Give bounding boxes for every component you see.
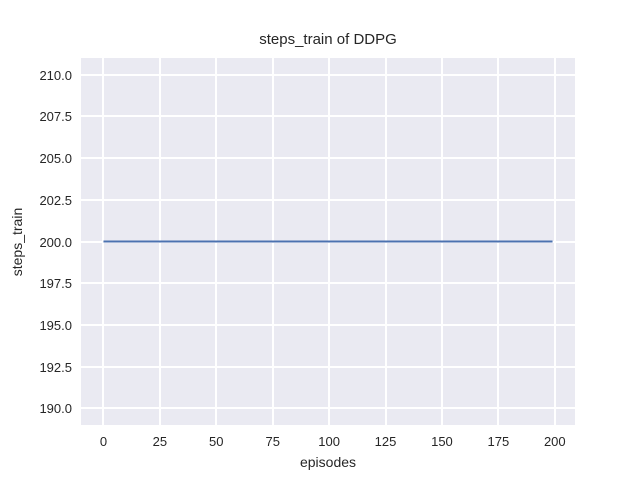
gridline-horizontal — [81, 407, 575, 410]
x-tick-label: 0 — [99, 434, 108, 449]
y-tick-label: 197.5 — [39, 276, 72, 292]
y-tick-label: 210.0 — [39, 67, 72, 83]
x-tick-label: 75 — [265, 434, 280, 449]
x-tick-label: 100 — [318, 434, 340, 449]
y-tick-label: 192.5 — [39, 359, 72, 375]
plot-area — [81, 58, 575, 425]
gridline-horizontal — [81, 365, 575, 368]
x-tick-label: 25 — [152, 434, 168, 449]
y-tick-label: 190.0 — [39, 401, 72, 417]
y-tick-label: 205.0 — [39, 151, 72, 167]
gridline-horizontal — [81, 157, 575, 160]
x-tick-label: 50 — [209, 434, 224, 449]
y-tick-label: 200.0 — [39, 234, 72, 250]
y-tick-label: 195.0 — [39, 317, 72, 333]
gridline-horizontal — [81, 323, 575, 326]
y-tick-label: 207.5 — [39, 109, 72, 125]
gridline-horizontal — [81, 115, 575, 118]
x-tick-label: 125 — [374, 434, 397, 449]
gridline-horizontal — [81, 198, 575, 201]
x-tick-label: 175 — [487, 434, 510, 449]
gridline-horizontal — [81, 282, 575, 285]
series-plot — [103, 240, 553, 243]
gridline-horizontal — [81, 73, 575, 76]
x-tick-label: 200 — [543, 434, 566, 449]
x-tick-label: 150 — [431, 434, 453, 449]
chart-title: steps_train of DDPG — [259, 31, 397, 48]
x-axis-label: episodes — [299, 454, 357, 470]
y-tick-label: 202.5 — [39, 192, 72, 208]
